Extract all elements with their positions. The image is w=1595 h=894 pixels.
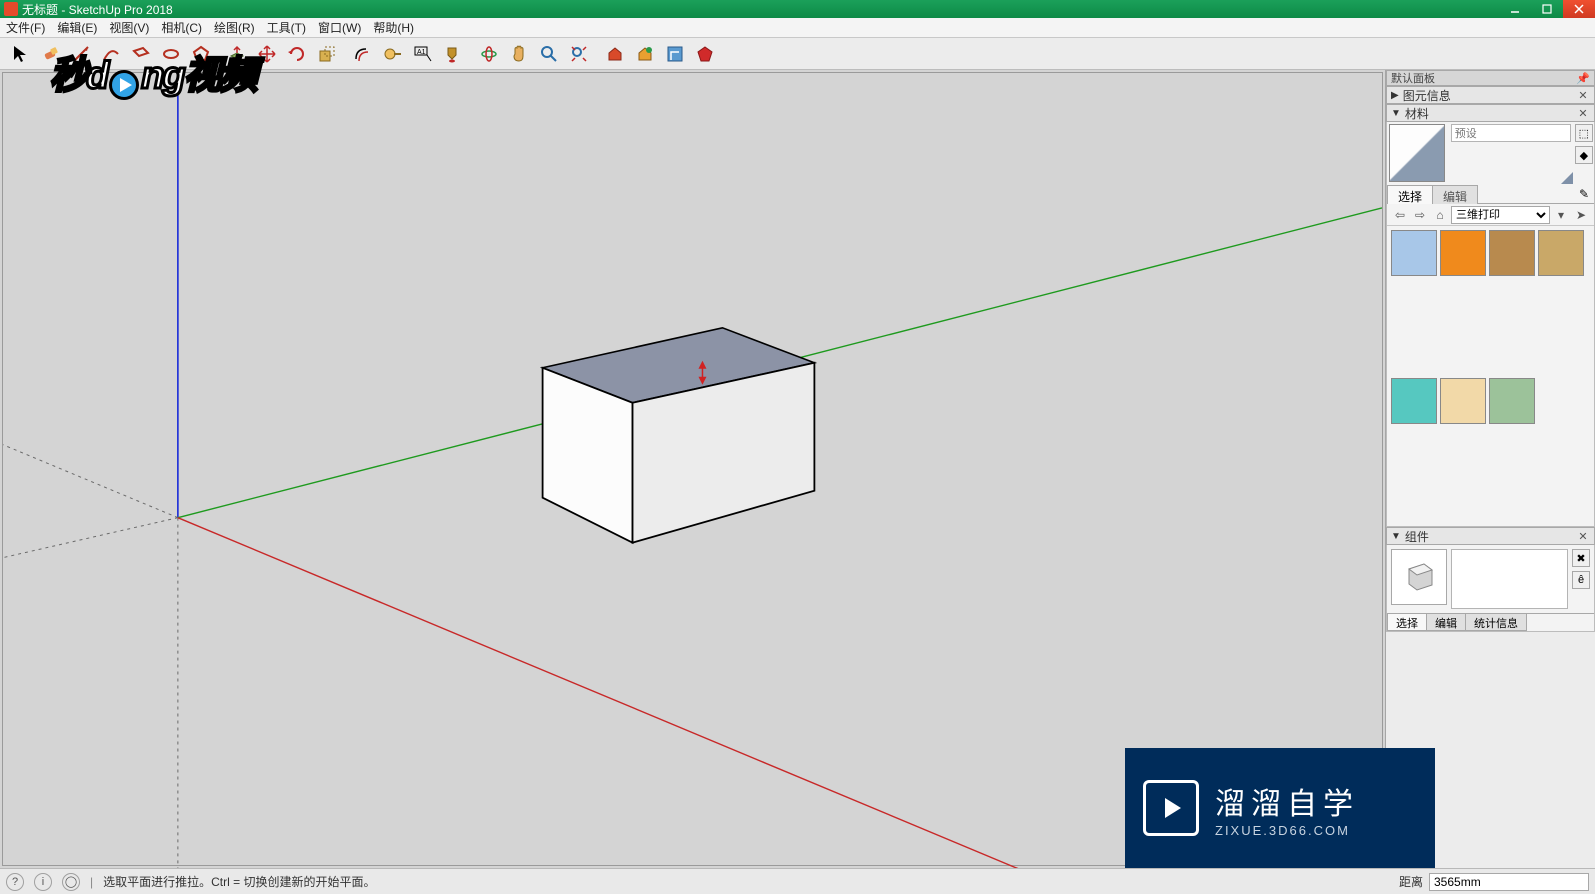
status-user-icon[interactable]: ◯ bbox=[62, 873, 80, 891]
menu-camera[interactable]: 相机(C) bbox=[155, 18, 208, 38]
menu-view[interactable]: 视图(V) bbox=[103, 18, 155, 38]
mat-nav-fwd[interactable]: ⇨ bbox=[1411, 206, 1429, 224]
viewport[interactable] bbox=[2, 72, 1383, 866]
panel-close-icon[interactable]: ✕ bbox=[1576, 530, 1590, 543]
rotate-tool[interactable] bbox=[282, 40, 312, 68]
svg-text:A1: A1 bbox=[417, 49, 426, 56]
tray-title-label: 默认面板 bbox=[1391, 70, 1435, 86]
axis-red bbox=[178, 518, 1022, 871]
panel-components-title: 组件 bbox=[1405, 528, 1429, 545]
material-library-select[interactable]: 三维打印 bbox=[1451, 206, 1550, 224]
collapse-arrow-icon: ▶ bbox=[1391, 90, 1399, 101]
components-tab-stats[interactable]: 统计信息 bbox=[1465, 614, 1527, 631]
zoom-tool[interactable] bbox=[534, 40, 564, 68]
component-pin-button[interactable]: ✖ bbox=[1572, 549, 1590, 567]
window-title: 无标题 - SketchUp Pro 2018 bbox=[22, 1, 173, 18]
expand-arrow-icon: ▼ bbox=[1391, 108, 1401, 119]
expand-arrow-icon: ▼ bbox=[1391, 531, 1401, 542]
material-swatches bbox=[1387, 226, 1594, 526]
warehouse-tool[interactable] bbox=[600, 40, 630, 68]
material-name-input[interactable] bbox=[1451, 124, 1571, 142]
menu-edit[interactable]: 编辑(E) bbox=[51, 18, 103, 38]
material-preview[interactable] bbox=[1389, 124, 1445, 182]
ext-warehouse-tool[interactable] bbox=[630, 40, 660, 68]
zoomextents-tool[interactable] bbox=[564, 40, 594, 68]
menu-window[interactable]: 窗口(W) bbox=[312, 18, 367, 38]
menu-bar: 文件(F) 编辑(E) 视图(V) 相机(C) 绘图(R) 工具(T) 窗口(W… bbox=[0, 18, 1595, 38]
paint-tool[interactable] bbox=[438, 40, 468, 68]
select-tool[interactable] bbox=[6, 40, 36, 68]
layout-tool[interactable] bbox=[660, 40, 690, 68]
status-help-icon[interactable]: ? bbox=[6, 873, 24, 891]
play-icon bbox=[1143, 780, 1199, 836]
wm-text1: 溜溜自学 bbox=[1215, 779, 1359, 823]
panel-materials-header[interactable]: ▼ 材料 ✕ bbox=[1386, 104, 1595, 122]
menu-file[interactable]: 文件(F) bbox=[0, 18, 51, 38]
swatch[interactable] bbox=[1440, 378, 1486, 424]
tape-tool[interactable] bbox=[378, 40, 408, 68]
component-description[interactable] bbox=[1451, 549, 1568, 609]
axis-green-neg bbox=[3, 518, 178, 558]
close-button[interactable] bbox=[1563, 0, 1595, 18]
materials-tab-select[interactable]: 选择 bbox=[1387, 185, 1433, 204]
status-bar: ? i ◯ | 选取平面进行推拉。Ctrl = 切换创建新的开始平面。 距离 bbox=[0, 868, 1595, 894]
swatch[interactable] bbox=[1391, 230, 1437, 276]
panel-materials-title: 材料 bbox=[1405, 105, 1429, 122]
watermark-bottom: 溜溜自学 ZIXUE.3D66.COM bbox=[1125, 748, 1435, 868]
wm-text2: ZIXUE.3D66.COM bbox=[1215, 823, 1359, 838]
swatch[interactable] bbox=[1391, 378, 1437, 424]
pan-tool[interactable] bbox=[504, 40, 534, 68]
components-tab-select[interactable]: 选择 bbox=[1387, 614, 1427, 631]
materials-tab-edit[interactable]: 编辑 bbox=[1432, 185, 1478, 204]
tray-pin-icon[interactable]: 📌 bbox=[1576, 72, 1590, 85]
eyedropper-icon[interactable]: ✎ bbox=[1574, 184, 1594, 203]
mat-send-button[interactable]: ➤ bbox=[1572, 206, 1590, 224]
swatch[interactable] bbox=[1440, 230, 1486, 276]
move-tool[interactable] bbox=[252, 40, 282, 68]
app-icon bbox=[4, 2, 18, 16]
set-default-button[interactable]: ◆ bbox=[1575, 146, 1593, 164]
title-bar: 无标题 - SketchUp Pro 2018 bbox=[0, 0, 1595, 18]
component-thumb[interactable] bbox=[1391, 549, 1447, 605]
create-material-button[interactable]: ⬚ bbox=[1575, 124, 1593, 142]
box-geometry bbox=[543, 328, 815, 543]
text-tool[interactable]: A1 bbox=[408, 40, 438, 68]
material-default-corner-icon bbox=[1561, 172, 1573, 184]
orbit-tool[interactable] bbox=[474, 40, 504, 68]
menu-tools[interactable]: 工具(T) bbox=[261, 18, 312, 38]
panel-components-header[interactable]: ▼ 组件 ✕ bbox=[1386, 527, 1595, 545]
status-info-icon[interactable]: i bbox=[34, 873, 52, 891]
component-opts-button[interactable]: ê bbox=[1572, 571, 1590, 589]
status-hint: 选取平面进行推拉。Ctrl = 切换创建新的开始平面。 bbox=[103, 873, 375, 890]
maximize-button[interactable] bbox=[1531, 0, 1563, 18]
watermark-top: 秒dng视频 bbox=[50, 44, 256, 100]
mat-menu-button[interactable]: ▾ bbox=[1552, 206, 1570, 224]
play-icon bbox=[109, 70, 139, 100]
components-tab-edit[interactable]: 编辑 bbox=[1426, 614, 1466, 631]
measure-input[interactable] bbox=[1429, 873, 1589, 891]
scale-tool[interactable] bbox=[312, 40, 342, 68]
mat-nav-back[interactable]: ⇦ bbox=[1391, 206, 1409, 224]
panel-materials-body: ⬚ ◆ 选择 编辑 ✎ ⇦ ⇨ ⌂ 三维打印 ▾ ➤ bbox=[1386, 122, 1595, 527]
panel-entity-info-header[interactable]: ▶ 图元信息 ✕ bbox=[1386, 86, 1595, 104]
axis-red-neg bbox=[3, 445, 178, 518]
panel-close-icon[interactable]: ✕ bbox=[1576, 107, 1590, 120]
menu-draw[interactable]: 绘图(R) bbox=[208, 18, 261, 38]
swatch[interactable] bbox=[1538, 230, 1584, 276]
tray-title[interactable]: 默认面板 📌 bbox=[1386, 70, 1595, 86]
panel-close-icon[interactable]: ✕ bbox=[1576, 89, 1590, 102]
offset-tool[interactable] bbox=[348, 40, 378, 68]
swatch[interactable] bbox=[1489, 230, 1535, 276]
swatch[interactable] bbox=[1489, 378, 1535, 424]
panel-entity-info-title: 图元信息 bbox=[1403, 87, 1451, 104]
home-icon[interactable]: ⌂ bbox=[1431, 206, 1449, 224]
measure-label: 距离 bbox=[1399, 873, 1423, 890]
menu-help[interactable]: 帮助(H) bbox=[367, 18, 420, 38]
ruby-tool[interactable] bbox=[690, 40, 720, 68]
panel-components-body: ✖ ê 选择 编辑 统计信息 bbox=[1386, 545, 1595, 632]
minimize-button[interactable] bbox=[1499, 0, 1531, 18]
